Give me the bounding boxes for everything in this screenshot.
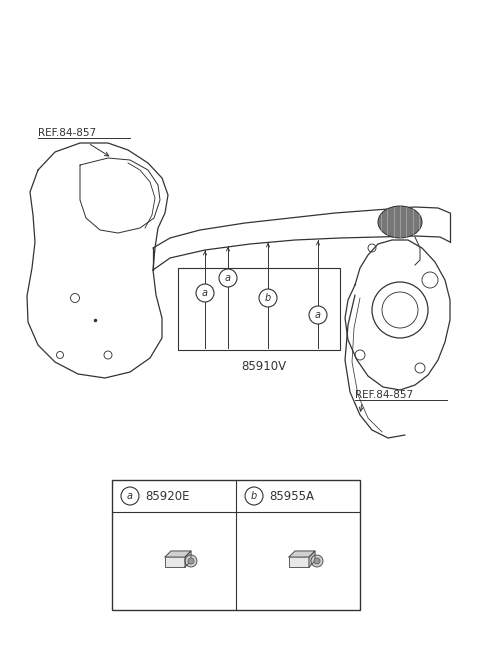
Text: b: b [251,491,257,501]
Bar [178,268,340,350]
Bar [112,480,360,610]
Ellipse shape [378,206,422,238]
Text: a: a [202,288,208,298]
Circle shape [121,487,139,505]
Text: a: a [225,273,231,283]
Polygon shape [185,551,191,567]
Circle shape [309,306,327,324]
Circle shape [196,284,214,302]
Circle shape [188,558,194,564]
Bar [165,557,185,567]
Circle shape [311,555,323,567]
Text: REF.84-857: REF.84-857 [38,128,96,138]
Text: 85910V: 85910V [241,360,287,373]
Text: 85955A: 85955A [269,489,314,502]
Text: REF.84-857: REF.84-857 [355,390,413,400]
Circle shape [259,289,277,307]
Text: b: b [265,293,271,303]
Polygon shape [309,551,315,567]
Text: 85920E: 85920E [145,489,190,502]
Text: a: a [315,310,321,320]
Text: a: a [127,491,133,501]
Circle shape [219,269,237,287]
Circle shape [314,558,320,564]
Bar [289,557,309,567]
Polygon shape [289,551,315,557]
Circle shape [185,555,197,567]
Circle shape [245,487,263,505]
Polygon shape [165,551,191,557]
